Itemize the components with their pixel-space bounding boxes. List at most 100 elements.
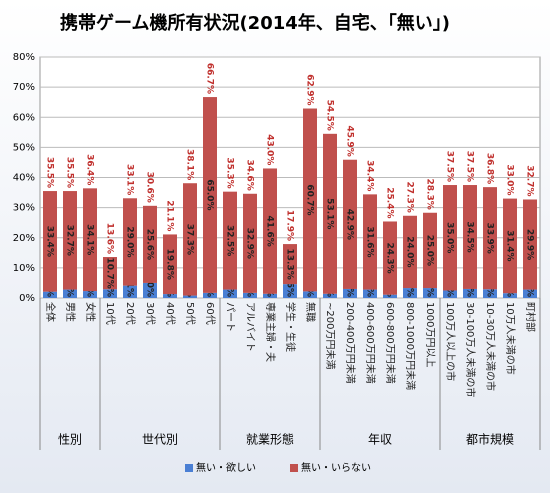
value-label: 31.6% [365,226,375,257]
y-tick-label: 70% [13,82,35,93]
total-label: 38.1% [185,149,195,180]
bar-segment [523,289,537,298]
bar-segment [263,168,277,294]
bar-segment [303,291,317,298]
value-label: 33.9% [485,223,495,254]
bar-segment [223,191,237,290]
bar-segment [83,291,97,298]
legend-swatch [185,464,193,472]
total-label: 36.8% [485,153,495,184]
x-tick-label: 100万人以上の市 [444,302,457,381]
legend-label: 無い・いらない [301,461,371,474]
total-label: 21.1% [165,200,175,231]
bar-segment [63,191,77,290]
x-tick-label: 60代 [204,302,216,325]
value-label: 33.4% [45,226,55,257]
bar-segment [163,234,177,295]
value-label: 24.0% [405,236,415,267]
bar-segment [283,284,297,298]
x-tick-label: ~200万円未満 [324,302,336,369]
x-tick-label: 10代 [104,302,116,325]
total-label: 13.6% [105,223,115,254]
value-label: 5.0% [145,272,155,297]
value-label: 32.9% [245,228,255,259]
x-tick-label: 町村部 [524,302,537,332]
bar-segment [483,289,497,298]
bar-segment [223,289,237,298]
bar-segment [363,289,377,298]
total-label: 35.3% [225,157,235,188]
x-tick-label: 600-800万円未満 [384,302,396,384]
bar-segment [523,199,537,290]
bar-segment [323,133,337,294]
value-label: 60.7% [305,184,315,215]
bar-segment [143,205,157,283]
x-tick-label: 全体 [44,302,57,322]
bar-segment [403,288,417,298]
bar-segment [123,285,137,298]
x-tick-label: 学生・生徒 [284,302,297,352]
total-label: 45.9% [345,125,355,156]
bar-segment [43,291,57,298]
value-label: 41.6% [265,216,275,247]
group-label: 都市規模 [466,432,514,447]
total-label: 27.3% [405,182,415,213]
x-tick-label: 800-1000万円未満 [404,302,416,390]
value-label: 29.9% [525,229,535,260]
x-tick-label: パート [224,302,236,332]
total-label: 25.4% [385,187,395,218]
bar-segment [203,292,217,298]
bar-segment [163,294,177,298]
total-label: 43.0% [265,134,275,165]
value-label: 29.0% [125,226,135,257]
x-tick-label: 女性 [84,302,97,322]
total-label: 34.6% [245,160,255,191]
bar-segment [423,212,437,289]
total-label: 66.7% [205,63,215,94]
x-tick-label: 400-600万円未満 [364,302,376,384]
bar-segment [243,193,257,293]
bar-segment [323,293,337,298]
bar-segment [443,290,457,298]
bar-segment [343,159,357,289]
group-label: 年収 [368,433,392,447]
y-tick-label: 40% [13,173,35,184]
value-label: 37.3% [185,224,195,255]
bar-segment [43,191,57,292]
y-tick-label: 60% [13,112,35,123]
x-tick-label: 20代 [124,302,136,325]
bar-segment [83,188,97,292]
value-label: 19.8% [165,249,175,280]
value-label: 34.1% [85,224,95,255]
x-tick-label: アルバイト [244,302,256,352]
x-tick-label: 200-400万円未満 [344,302,356,384]
bar-segment [63,289,77,298]
y-tick-label: 10% [13,263,35,274]
y-tick-label: 50% [13,142,35,153]
value-label: 53.1% [325,198,335,229]
group-label: 就業形態 [246,432,294,447]
x-tick-label: 40代 [164,302,176,325]
total-label: 37.5% [465,151,475,182]
bar-segment [403,215,417,289]
total-label: 36.4% [85,154,95,185]
bar-segment [183,183,197,296]
total-label: 33.1% [125,164,135,195]
x-tick-label: 10-30万人未満の市 [484,302,497,391]
value-label: 24.3% [385,242,395,273]
value-label: 34.5% [465,221,475,252]
chart-title: 携帯ゲーム機所有状況(2014年、自宅、「無い」) [60,12,450,34]
x-tick-label: 専業主婦・夫 [264,302,277,362]
value-label: 25.0% [425,235,435,266]
value-label: 25.6% [145,229,155,260]
bar-segment [483,187,497,290]
bar-segment [363,194,377,290]
total-label: 62.9% [305,74,315,105]
total-label: 32.7% [525,165,535,196]
total-label: 17.9% [285,210,295,241]
bar-segment [443,185,457,291]
bar-segment [263,293,277,298]
value-label: 32.5% [225,225,235,256]
total-label: 28.3% [425,179,435,210]
